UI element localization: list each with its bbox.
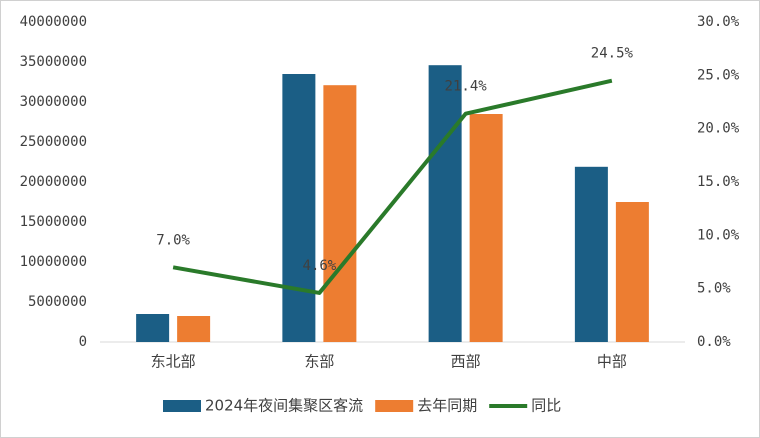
y2-tick-label: 25.0% (697, 67, 740, 83)
x-tick-label: 东北部 (151, 353, 196, 371)
y2-tick-label: 20.0% (697, 121, 740, 137)
y2-tick-label: 0.0% (697, 334, 731, 350)
y-tick-label: 15000000 (20, 214, 87, 230)
y-tick-label: 10000000 (20, 254, 87, 270)
data-label: 21.4% (445, 79, 488, 95)
bar (136, 314, 170, 342)
bar (282, 74, 316, 342)
y2-tick-label: 10.0% (697, 227, 740, 243)
legend-label: 去年同期 (417, 397, 477, 415)
x-tick-label: 西部 (451, 353, 481, 371)
bar (428, 65, 462, 342)
y-tick-label: 40000000 (20, 14, 87, 30)
y2-tick-label: 5.0% (697, 281, 731, 297)
x-tick-label: 东部 (304, 353, 334, 371)
data-label: 24.5% (591, 46, 634, 62)
y-tick-label: 20000000 (20, 174, 87, 190)
legend-label: 2024年夜间集聚区客流 (205, 397, 363, 415)
data-label: 4.6% (303, 258, 337, 274)
y-tick-label: 35000000 (20, 54, 87, 70)
data-label: 7.0% (156, 232, 190, 248)
y-tick-label: 30000000 (20, 94, 87, 110)
y-tick-label: 5000000 (28, 294, 87, 310)
bar (574, 166, 608, 342)
y2-tick-label: 30.0% (697, 14, 740, 30)
line (172, 78, 613, 295)
bar (177, 316, 211, 342)
y-tick-label: 0 (79, 334, 87, 350)
bar (469, 114, 503, 342)
legend-swatch (163, 400, 201, 412)
bar (615, 202, 649, 342)
y2-tick-label: 15.0% (697, 174, 740, 190)
legend-swatch (375, 400, 414, 412)
y-tick-label: 25000000 (20, 134, 87, 150)
x-tick-label: 中部 (597, 353, 627, 371)
bar (323, 85, 357, 342)
legend-label: 同比 (531, 397, 561, 415)
